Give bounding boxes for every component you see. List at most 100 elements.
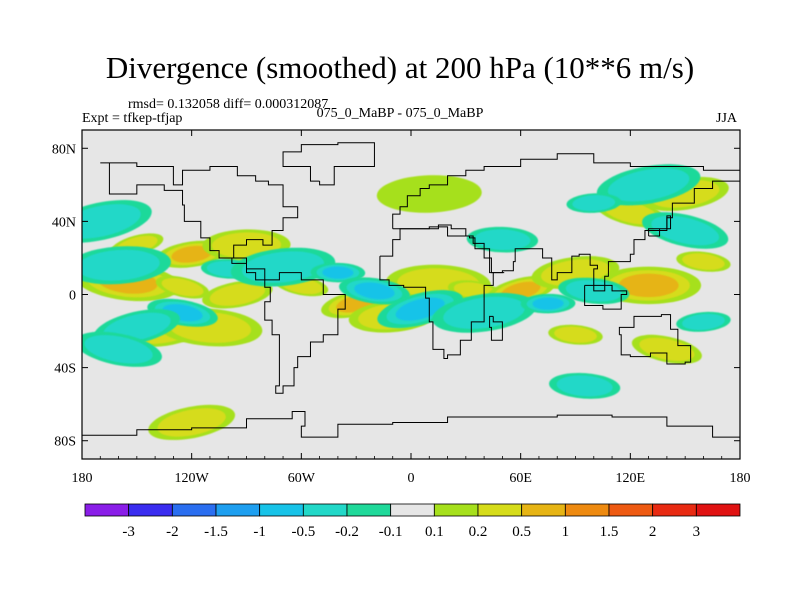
field-contour xyxy=(209,283,266,306)
coastline xyxy=(282,142,375,186)
y-tick-label: 40S xyxy=(54,362,76,377)
field-feature xyxy=(642,212,729,249)
colorbar-swatch xyxy=(84,503,130,517)
y-tick-label: 0 xyxy=(69,289,76,304)
field-feature xyxy=(596,164,701,206)
colorbar-label: -0.5 xyxy=(291,524,315,540)
colorbar-swatch xyxy=(608,503,654,517)
season-label: JJA xyxy=(716,111,738,126)
field-feature xyxy=(377,290,463,329)
x-tick-label: 120W xyxy=(175,471,210,486)
field-layer xyxy=(82,164,731,441)
x-tick-label: 180 xyxy=(72,471,93,486)
field-contour xyxy=(82,204,141,239)
y-tick-label: 80N xyxy=(52,142,76,157)
field-contour xyxy=(682,313,725,331)
chart-title: Divergence (smoothed) at 200 hPa (10**6 … xyxy=(105,50,695,85)
colorbar-label: -1 xyxy=(253,524,266,540)
coastline xyxy=(584,284,628,310)
field-contour xyxy=(572,195,616,212)
axes-layer: 180 120W 60W 0 60E 120E 180 80N 40N 0 40S 80S xyxy=(52,130,751,486)
coastline xyxy=(82,410,740,438)
field-contour xyxy=(395,297,445,321)
coastline xyxy=(618,314,692,365)
field-contour xyxy=(556,375,613,397)
field-contour xyxy=(171,245,212,263)
field-contour xyxy=(376,175,482,213)
field-contour xyxy=(161,278,204,297)
field-feature xyxy=(230,247,336,287)
colorbar-swatch xyxy=(346,503,392,517)
coastline-layer xyxy=(82,142,740,438)
field-feature xyxy=(548,324,603,345)
field-contour xyxy=(532,297,564,310)
x-tick-label: 60E xyxy=(509,471,532,486)
field-contour xyxy=(82,249,160,281)
field-contour xyxy=(639,337,695,362)
colorbar-swatch xyxy=(695,503,741,517)
field-contour xyxy=(474,229,531,251)
field-feature xyxy=(676,251,731,272)
field-feature xyxy=(549,372,621,399)
colorbar-swatch xyxy=(477,503,523,517)
field-contour xyxy=(618,273,679,298)
colorbar-swatch xyxy=(521,503,566,517)
coastline xyxy=(489,315,503,341)
colorbar-swatch xyxy=(259,503,304,517)
field-contour xyxy=(322,266,354,279)
colorbar: -3 -2 -1.5 -1 -0.5 -0.2 -0.1 0.1 0.2 0.5 1 1.5 2 3 xyxy=(84,503,741,540)
colorbar-label: -0.2 xyxy=(335,524,359,540)
colorbar-label: -3 xyxy=(122,524,135,540)
colorbar-swatch xyxy=(128,503,173,517)
field-contour xyxy=(607,168,690,202)
field-feature xyxy=(676,311,731,332)
coastline xyxy=(100,162,299,281)
cases-label: 075_0_MaBP - 075_0_MaBP xyxy=(316,106,484,121)
colorbar-swatch xyxy=(652,503,697,517)
x-tick-label: 180 xyxy=(730,471,751,486)
colorbar-label: 2 xyxy=(649,524,657,540)
field-contour xyxy=(651,215,720,246)
experiment-label: Expt = tfkep-tfjap xyxy=(82,111,183,126)
colorbar-label: 1 xyxy=(562,524,570,540)
colorbar-swatch xyxy=(171,503,217,517)
field-feature xyxy=(566,193,622,213)
field-feature xyxy=(310,262,366,283)
colorbar-label: -1.5 xyxy=(204,524,228,540)
coastline xyxy=(648,215,672,237)
colorbar-label: 0.1 xyxy=(425,524,444,540)
colorbar-swatch xyxy=(215,503,261,517)
coastline xyxy=(264,272,346,394)
field-feature xyxy=(202,280,273,309)
field-contour xyxy=(242,251,325,283)
colorbar-label: 0.2 xyxy=(469,524,488,540)
field-feature xyxy=(520,293,576,314)
field-feature xyxy=(82,200,152,243)
field-feature xyxy=(82,246,171,285)
coastline xyxy=(379,226,505,359)
colorbar-label: -0.1 xyxy=(379,524,403,540)
stats-label: rmsd= 0.132058 diff= 0.000312087 xyxy=(128,97,329,112)
field-feature xyxy=(339,277,410,305)
colorbar-swatch xyxy=(390,503,435,517)
x-tick-label: 120E xyxy=(616,471,646,486)
colorbar-swatch xyxy=(302,503,348,517)
field-feature xyxy=(376,175,482,213)
field-contour xyxy=(554,326,597,343)
colorbar-swatch xyxy=(433,503,479,517)
y-tick-label: 40N xyxy=(52,215,76,230)
field-feature xyxy=(82,331,162,367)
field-contour xyxy=(84,335,153,364)
colorbar-label: -2 xyxy=(166,524,179,540)
y-tick-label: 80S xyxy=(54,435,76,450)
colorbar-label: 3 xyxy=(693,524,701,540)
colorbar-label: 1.5 xyxy=(600,524,619,540)
colorbar-swatch xyxy=(564,503,610,517)
field-feature xyxy=(155,275,210,299)
x-tick-label: 0 xyxy=(408,471,415,486)
x-tick-label: 60W xyxy=(288,471,316,486)
colorbar-label: 0.5 xyxy=(512,524,531,540)
field-contour xyxy=(354,282,395,300)
field-contour xyxy=(682,253,725,270)
